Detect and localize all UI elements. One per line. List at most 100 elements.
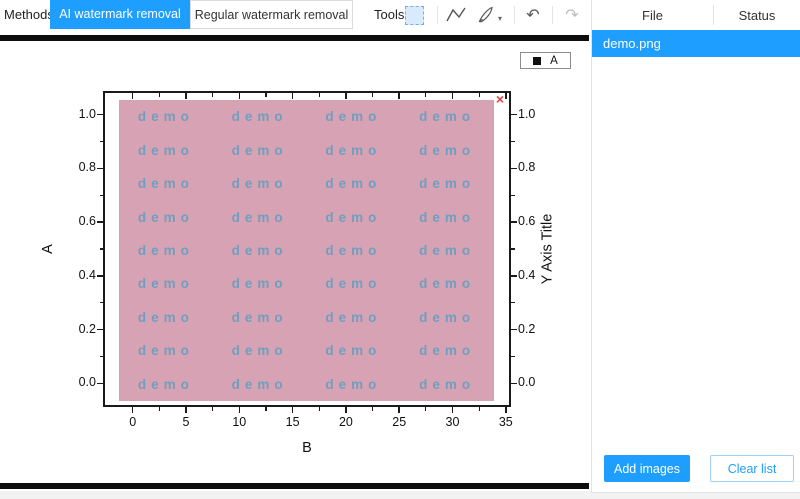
x-minor-tick-bottom: [478, 407, 480, 411]
y-major-tick-right: [511, 167, 517, 170]
y-major-tick-left: [97, 221, 103, 223]
watermark-text: demo: [231, 142, 288, 158]
x-axis-title: B: [302, 440, 312, 456]
regular-watermark-removal-button[interactable]: Regular watermark removal: [190, 0, 353, 29]
image-top-black-border: [0, 35, 589, 41]
watermark-text: demo: [137, 142, 194, 158]
undo-icon[interactable]: ↶: [521, 4, 545, 26]
watermark-text: demo: [137, 343, 194, 359]
chart-plot-area: demo demo demo demo demo demo demo demo demo demo…: [40, 91, 555, 456]
left-y-axis-title: A: [39, 244, 56, 254]
file-list-item[interactable]: demo.png: [592, 30, 800, 57]
x-major-tick-bottom: [398, 407, 400, 413]
watermark-text: demo: [325, 176, 382, 192]
toolbar-separator: [552, 6, 553, 24]
watermark-text: demo: [419, 209, 476, 225]
x-minor-tick-top: [158, 93, 160, 97]
x-major-tick-top: [238, 93, 241, 99]
toolbar-separator: [437, 6, 438, 24]
x-major-tick-top: [131, 93, 134, 99]
y-tick-label-left: 0.8: [78, 160, 96, 175]
image-canvas[interactable]: A demo demo demo demo demo demo demo demo demo de…: [0, 30, 591, 491]
brush-dropdown-caret-icon[interactable]: ▾: [498, 14, 503, 23]
header-divider: [713, 5, 714, 25]
y-tick-label-left: 0.6: [78, 214, 96, 229]
brush-icon: [478, 6, 493, 23]
chart-legend: A: [520, 52, 571, 69]
y-major-tick-left: [97, 382, 103, 384]
tools-label: Tools: [374, 7, 405, 22]
y-major-tick-left: [97, 275, 103, 277]
y-major-tick-left: [97, 113, 103, 116]
watermark-text: demo: [419, 343, 476, 359]
toolbar-separator: [514, 6, 515, 24]
x-tick-label: 20: [338, 415, 353, 429]
watermark-text: demo: [325, 242, 382, 258]
y-tick-label-right: 1.0: [518, 106, 536, 121]
y-tick-label-right: 0.4: [518, 267, 536, 282]
x-tick-label: 35: [498, 415, 513, 429]
x-tick-label: 30: [445, 415, 460, 429]
redo-icon[interactable]: ↷: [560, 4, 584, 26]
y-major-tick-right: [511, 275, 517, 277]
watermark-text: demo: [419, 309, 476, 325]
watermark-text: demo: [137, 242, 194, 258]
x-major-tick-top: [451, 93, 454, 99]
x-minor-tick-top: [265, 93, 267, 97]
image-bottom-black-border: [0, 483, 589, 489]
x-minor-tick-top: [425, 93, 427, 97]
y-minor-tick-right: [511, 140, 515, 143]
y-tick-label-left: 0.2: [78, 321, 96, 336]
x-major-tick-bottom: [131, 407, 134, 413]
y-minor-tick-right: [511, 194, 515, 196]
status-column-header[interactable]: Status: [738, 7, 776, 23]
watermark-text: demo: [231, 209, 288, 225]
y-minor-tick-right: [511, 302, 515, 304]
x-minor-tick-bottom: [318, 407, 320, 411]
file-name: demo.png: [603, 36, 661, 51]
rect-select-tool-icon[interactable]: [402, 4, 426, 26]
watermark-text: demo: [231, 376, 288, 392]
y-major-tick-left: [97, 328, 103, 331]
watermark-text: demo: [137, 276, 194, 292]
watermark-text: demo: [325, 276, 382, 292]
add-images-button[interactable]: Add images: [604, 455, 690, 482]
watermark-text: demo: [325, 343, 382, 359]
ai-watermark-removal-button[interactable]: AI watermark removal: [50, 0, 190, 29]
x-minor-tick-top: [478, 93, 480, 97]
selection-rectangle-glyph: [404, 5, 424, 25]
watermark-text: demo: [231, 242, 288, 258]
undo-glyph: ↶: [526, 7, 540, 24]
watermark-text: demo: [137, 209, 194, 225]
y-major-tick-right: [511, 113, 517, 116]
y-tick-label-right: 0.2: [518, 321, 536, 336]
y-tick-label-left: 0.4: [78, 267, 96, 282]
x-major-tick-bottom: [185, 407, 187, 413]
x-minor-tick-bottom: [425, 407, 427, 411]
selection-overlay[interactable]: demo demo demo demo demo demo demo demo demo demo…: [119, 100, 494, 401]
polyline-tool-icon[interactable]: [444, 4, 468, 26]
x-minor-tick-bottom: [265, 407, 267, 411]
selection-close-icon[interactable]: ×: [495, 91, 504, 107]
x-minor-tick-bottom: [158, 407, 160, 411]
clear-list-button[interactable]: Clear list: [710, 455, 794, 482]
watermark-text: demo: [137, 309, 194, 325]
x-minor-tick-top: [371, 93, 374, 97]
x-major-tick-bottom: [291, 407, 294, 413]
y-major-tick-right: [511, 382, 517, 384]
watermark-text: demo: [231, 109, 288, 125]
brush-tool-icon[interactable]: ▾: [474, 4, 502, 26]
watermark-text: demo: [137, 109, 194, 125]
y-tick-label-left: 0.0: [78, 375, 96, 390]
watermark-text: demo: [231, 343, 288, 359]
file-column-header[interactable]: File: [642, 7, 663, 23]
x-minor-tick-top: [212, 93, 214, 97]
x-major-tick-bottom: [505, 407, 507, 413]
redo-glyph: ↷: [565, 7, 579, 24]
watermark-text: demo: [137, 376, 194, 392]
watermark-text: demo: [419, 276, 476, 292]
file-panel: File Status demo.png Add images Clear li…: [591, 0, 800, 493]
file-panel-header: File Status: [592, 0, 800, 30]
x-tick-label: 5: [182, 415, 190, 429]
